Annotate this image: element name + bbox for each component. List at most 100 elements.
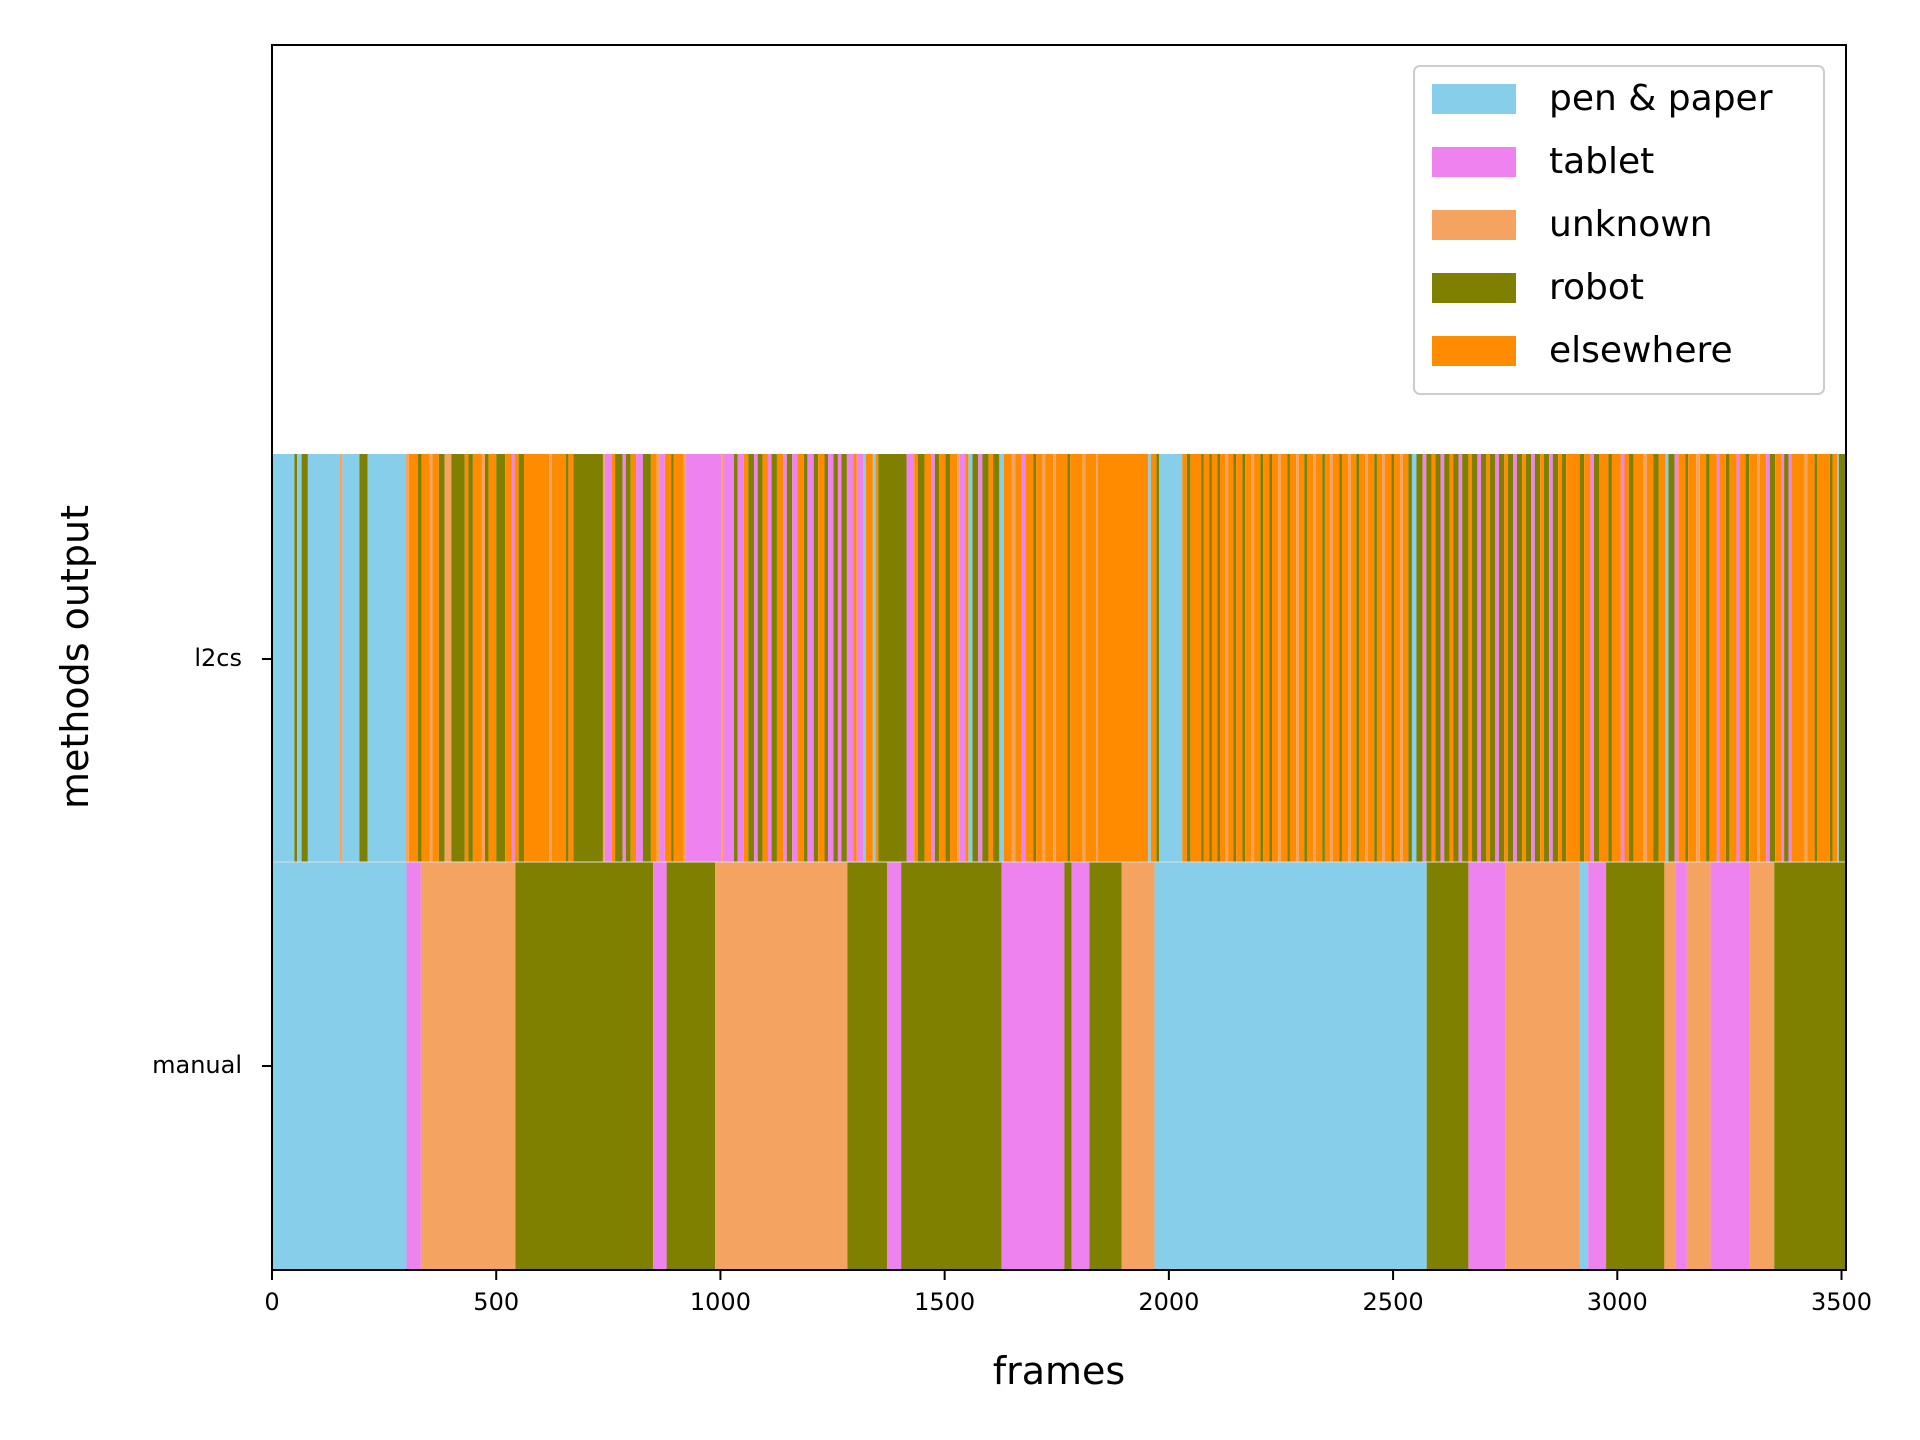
l2cs-segment-elsewhere	[524, 454, 550, 862]
l2cs-segment-unknown	[1757, 454, 1760, 862]
l2cs-segment-robot	[1685, 454, 1689, 862]
l2cs-segment-elsewhere	[1729, 454, 1737, 862]
l2cs-segment-tablet	[511, 454, 515, 862]
l2cs-segment-elsewhere	[950, 454, 958, 862]
l2cs-segment-elsewhere	[1807, 454, 1815, 862]
l2cs-segment-tablet	[807, 454, 814, 862]
l2cs-segment-robot	[642, 454, 651, 862]
l2cs-segment-pen	[272, 454, 295, 862]
l2cs-segment-elsewhere	[505, 454, 512, 862]
l2cs-segment-robot	[1453, 454, 1459, 862]
l2cs-segment-pen	[1148, 454, 1151, 862]
x-tick-label: 3500	[1811, 1288, 1872, 1316]
l2cs-segment-robot	[1217, 454, 1220, 862]
l2cs-segment-elsewhere	[1775, 454, 1782, 862]
l2cs-segment-tablet	[1781, 454, 1785, 862]
l2cs-segment-elsewhere	[1211, 454, 1218, 862]
l2cs-segment-robot	[671, 454, 674, 862]
l2cs-segment-tablet	[1716, 454, 1720, 862]
l2cs-segment-elsewhere	[1070, 454, 1083, 862]
l2cs-segment-elsewhere	[1315, 454, 1323, 862]
l2cs-segment-robot	[1498, 454, 1505, 862]
l2cs-segment-robot	[518, 454, 525, 862]
l2cs-segment-elsewhere	[818, 454, 825, 862]
l2cs-segment-robot	[615, 454, 623, 862]
l2cs-segment-elsewhere	[1332, 454, 1340, 862]
l2cs-segment-tablet	[1440, 454, 1445, 862]
l2cs-segment-unknown	[683, 454, 686, 862]
l2cs-segment-pen	[1411, 454, 1417, 862]
l2cs-segment-robot	[294, 454, 298, 862]
l2cs-segment-elsewhere	[875, 454, 879, 862]
l2cs-segment-robot	[1725, 454, 1730, 862]
l2cs-segment-unknown	[1278, 454, 1281, 862]
l2cs-segment-unknown	[1296, 454, 1299, 862]
l2cs-segment-tablet	[846, 454, 854, 862]
l2cs-segment-elsewhere	[1584, 454, 1591, 862]
legend-label-tablet: tablet	[1549, 141, 1654, 182]
l2cs-segment-robot	[1242, 454, 1246, 862]
l2cs-segment-robot	[771, 454, 777, 862]
l2cs-segment-elsewhere	[1658, 454, 1666, 862]
x-tick-label: 1500	[914, 1288, 975, 1316]
l2cs-segment-robot	[733, 454, 738, 862]
l2cs-segment-tablet	[1458, 454, 1463, 862]
l2cs-segment-elsewhere	[1263, 454, 1270, 862]
l2cs-segment-robot	[1516, 454, 1523, 862]
l2cs-segment-unknown	[429, 454, 433, 862]
legend-swatch-pen	[1432, 84, 1516, 114]
l2cs-segment-tablet	[1674, 454, 1679, 862]
l2cs-segment-tablet	[767, 454, 772, 862]
l2cs-segment-unknown	[1330, 454, 1333, 862]
l2cs-segment-robot	[1653, 454, 1659, 862]
l2cs-segment-robot	[1067, 454, 1071, 862]
l2cs-segment-elsewhere	[1306, 454, 1314, 862]
manual-segment-tablet	[406, 862, 421, 1270]
l2cs-segment-elsewhere	[673, 454, 684, 862]
y-axis-title: methods output	[53, 505, 97, 809]
l2cs-segment-elsewhere	[776, 454, 784, 862]
manual-segment-tablet	[1710, 862, 1750, 1270]
l2cs-segment-robot	[1260, 454, 1264, 862]
l2cs-segment-tablet	[737, 454, 744, 862]
l2cs-segment-elsewhere	[1350, 454, 1357, 862]
manual-segment-pen	[1580, 862, 1589, 1270]
l2cs-segment-robot	[1287, 454, 1290, 862]
x-axis: 0 500 1000 1500 2000 2500 3000 3500	[264, 1270, 1872, 1316]
l2cs-segment-elsewhere	[1272, 454, 1279, 862]
l2cs-segment-elsewhere	[1376, 454, 1383, 862]
l2cs-segment-tablet	[783, 454, 787, 862]
l2cs-segment-elsewhere	[1759, 454, 1767, 862]
l2cs-segment-robot	[972, 454, 979, 862]
y-axis: l2cs manual	[152, 644, 272, 1079]
l2cs-segment-pen	[342, 454, 360, 862]
manual-segment-unknown	[1749, 862, 1775, 1270]
l2cs-segment-elsewhere	[743, 454, 749, 862]
l2cs-segment-elsewhere	[1280, 454, 1288, 862]
l2cs-segment-elsewhere	[853, 454, 857, 862]
l2cs-segment-elsewhere	[988, 454, 994, 862]
manual-segment-robot	[666, 862, 716, 1270]
l2cs-segment-tablet	[1620, 454, 1625, 862]
l2cs-segment-elsewhere	[1749, 454, 1758, 862]
l2cs-segment-robot	[1408, 454, 1412, 862]
l2cs-segment-robot	[573, 454, 603, 862]
l2cs-segment-elsewhere	[1709, 454, 1717, 862]
l2cs-segment-robot	[1525, 454, 1532, 862]
l2cs-segment-robot	[1233, 454, 1237, 862]
l2cs-segment-robot	[748, 454, 755, 862]
l2cs-segment-elsewhere	[650, 454, 657, 862]
l2cs-segment-tablet	[828, 454, 834, 862]
l2cs-segment-elsewhere	[1098, 454, 1149, 862]
l2cs-segment-unknown	[1348, 454, 1351, 862]
l2cs-segment-elsewhere	[1015, 454, 1022, 862]
legend: pen & paper tablet unknown robot elsewhere	[1413, 65, 1825, 395]
l2cs-segment-elsewhere	[1624, 454, 1629, 862]
l2cs-segment-unknown	[1082, 454, 1086, 862]
l2cs-segment-unknown	[602, 454, 605, 862]
l2cs-segment-robot	[1608, 454, 1612, 862]
l2cs-segment-robot	[934, 454, 940, 862]
l2cs-segment-robot	[841, 454, 847, 862]
l2cs-segment-elsewhere	[1486, 454, 1490, 862]
l2cs-segment-tablet	[604, 454, 612, 862]
